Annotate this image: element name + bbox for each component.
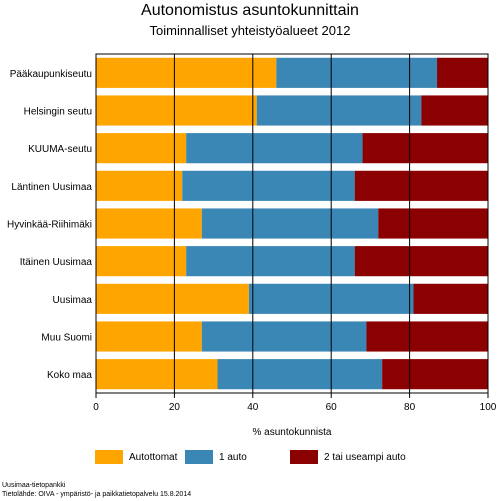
bar-3	[366, 321, 488, 352]
bar-1	[96, 208, 202, 239]
bar-1	[96, 57, 277, 88]
legend-label: 2 tai useampi auto	[324, 451, 406, 463]
legend-item-autottomat: Autottomat	[95, 450, 177, 464]
legend-swatch	[185, 450, 213, 464]
x-tick-label: 80	[404, 402, 416, 413]
bar-3	[382, 359, 488, 390]
x-tick-label: 20	[169, 402, 181, 413]
y-tick-label: Helsingin seutu	[24, 107, 92, 118]
bar-2	[256, 95, 422, 126]
bar-1	[96, 359, 218, 390]
y-tick-label: Muu Suomi	[41, 333, 92, 344]
y-tick-label: Pääkaupunkiseutu	[10, 69, 92, 80]
legend-label: Autottomat	[129, 451, 178, 463]
bar-3	[413, 283, 488, 314]
bar-2	[186, 246, 355, 277]
x-tick-label: 100	[480, 402, 497, 413]
legend-swatch	[290, 450, 318, 464]
bar-1	[96, 246, 187, 277]
legend-swatch	[95, 450, 123, 464]
bar-2	[182, 170, 355, 201]
source-line: Uusimaa-tietopankki	[2, 482, 66, 489]
y-tick-label: Hyvinkää-Riihimäki	[7, 220, 92, 231]
bar-1	[96, 170, 183, 201]
x-tick-label: 60	[326, 402, 338, 413]
legend-item-2-tai-useampi-auto: 2 tai useampi auto	[290, 450, 406, 464]
bar-2	[201, 208, 379, 239]
bar-3	[437, 57, 488, 88]
bar-3	[421, 95, 488, 126]
legend-label: 1 auto	[219, 451, 247, 463]
bar-1	[96, 321, 202, 352]
bar-1	[96, 95, 257, 126]
y-tick-label: Uusimaa	[53, 295, 93, 306]
x-axis-label: % asuntokunnista	[253, 427, 332, 438]
y-tick-label: KUUMA-seutu	[28, 144, 92, 155]
bar-2	[186, 133, 363, 164]
x-tick-label: 40	[247, 402, 259, 413]
chart-title: Autonomistus asuntokunnittain	[141, 2, 359, 19]
y-tick-label: Itäinen Uusimaa	[20, 257, 93, 268]
bar-3	[378, 208, 488, 239]
bar-chart: Pääkaupunkiseutu Helsingin seutu KUUMA-seu…	[7, 53, 497, 438]
source-line: Tietolähde: OIVA - ympäristö- ja paikkat…	[2, 491, 192, 498]
y-tick-label: Läntinen Uusimaa	[11, 182, 92, 193]
bar-3	[354, 170, 488, 201]
bar-2	[217, 359, 383, 390]
bar-1	[96, 283, 249, 314]
x-tick-label: 0	[93, 402, 99, 413]
bar-3	[354, 246, 488, 277]
y-tick-label: Koko maa	[47, 370, 92, 381]
legend-item-1-auto: 1 auto	[185, 450, 247, 464]
bar-1	[96, 133, 187, 164]
bar-2	[276, 57, 438, 88]
chart-subtitle: Toiminnalliset yhteistyöalueet 2012	[149, 23, 351, 38]
bar-3	[362, 133, 488, 164]
plot-frame	[95, 53, 489, 394]
bar-2	[201, 321, 367, 352]
